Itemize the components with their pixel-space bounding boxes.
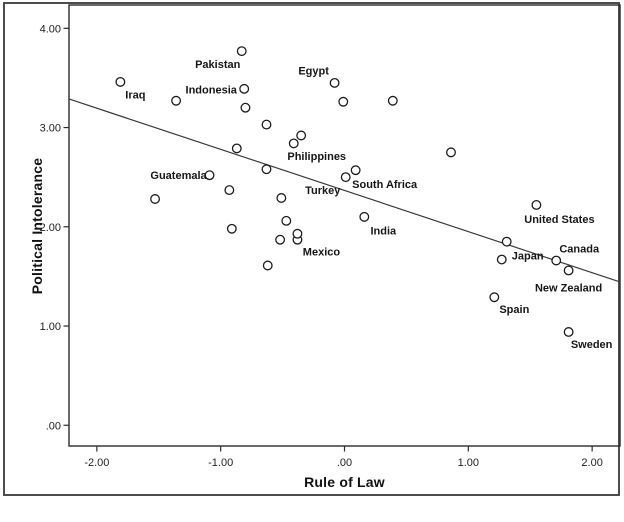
y-axis-title: Political Intolerance	[29, 157, 45, 295]
data-point	[231, 143, 242, 154]
point-label: South Africa	[352, 179, 418, 191]
data-point-south-africa	[350, 165, 361, 176]
point-label: India	[370, 226, 397, 238]
fit-line	[68, 98, 621, 283]
data-point-philippines	[288, 138, 299, 149]
data-point	[150, 194, 161, 204]
data-point-new-zealand	[563, 265, 574, 276]
data-point	[224, 185, 235, 196]
data-point	[292, 228, 303, 239]
point-label: Mexico	[303, 246, 341, 258]
point-label: Spain	[499, 304, 529, 316]
data-point	[296, 130, 307, 141]
data-point-spain	[489, 292, 500, 303]
x-tick-label: -2.00	[84, 457, 109, 469]
data-point	[338, 96, 349, 107]
point-label: Indonesia	[186, 85, 238, 97]
y-tick-label: .00	[46, 420, 61, 432]
data-point	[276, 193, 287, 203]
data-point	[240, 102, 251, 113]
data-point-united-states	[531, 200, 542, 210]
data-point	[261, 164, 272, 175]
data-point	[226, 223, 237, 234]
point-label: Japan	[512, 250, 544, 262]
point-label: Guatemala	[150, 170, 207, 182]
point-label: United States	[524, 214, 594, 226]
x-tick-label: 2.00	[581, 457, 602, 469]
figure-border	[3, 2, 620, 496]
data-point	[171, 95, 182, 106]
x-tick-label: 1.00	[458, 457, 479, 469]
data-point-pakistan	[236, 46, 247, 57]
x-tick-label: -1.00	[208, 457, 233, 469]
point-label: Pakistan	[195, 59, 241, 71]
point-label: Iraq	[125, 90, 145, 102]
data-point	[446, 147, 456, 158]
point-label: Sweden	[571, 339, 613, 351]
data-point	[275, 234, 286, 245]
data-point-sweden	[563, 327, 574, 337]
data-point-canada	[551, 255, 562, 266]
data-point-turkey	[340, 172, 351, 183]
y-tick-label: 4.00	[40, 23, 61, 35]
data-point-indonesia	[239, 83, 250, 94]
x-axis-title: Rule of Law	[304, 474, 385, 490]
y-tick-label: 1.00	[40, 321, 61, 333]
data-point-egypt	[329, 77, 340, 88]
data-point	[262, 260, 273, 271]
data-point	[261, 119, 272, 130]
point-label: Egypt	[298, 66, 329, 78]
data-point	[281, 215, 292, 226]
data-point-japan	[501, 236, 512, 247]
x-tick-label: .00	[337, 457, 352, 469]
data-point-guatemala	[204, 170, 215, 181]
data-point	[387, 95, 398, 106]
point-label: Philippines	[287, 151, 346, 163]
point-label: Turkey	[305, 185, 341, 197]
y-tick-label: 3.00	[40, 123, 61, 135]
data-point-iraq	[115, 76, 126, 87]
point-label: Canada	[559, 243, 600, 255]
data-point-india	[359, 211, 370, 222]
data-point	[496, 254, 507, 265]
point-label: New Zealand	[535, 282, 602, 294]
y-tick-label: 2.00	[40, 222, 61, 234]
